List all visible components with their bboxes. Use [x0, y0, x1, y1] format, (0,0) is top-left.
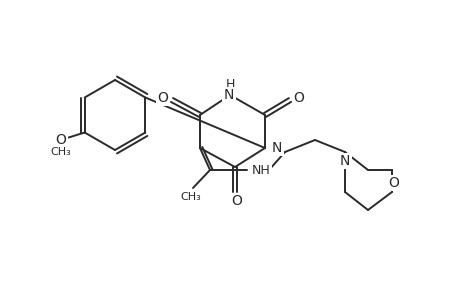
Text: N: N	[339, 154, 349, 168]
Text: O: O	[157, 91, 168, 105]
Text: O: O	[55, 133, 66, 146]
Text: N: N	[271, 141, 281, 155]
Text: CH₃: CH₃	[180, 192, 201, 202]
Text: O: O	[293, 91, 304, 105]
Text: NH: NH	[251, 164, 270, 176]
Text: H: H	[225, 77, 234, 91]
Text: N: N	[224, 88, 234, 102]
Text: O: O	[388, 176, 398, 190]
Text: CH₃: CH₃	[50, 146, 71, 157]
Text: O: O	[231, 194, 242, 208]
